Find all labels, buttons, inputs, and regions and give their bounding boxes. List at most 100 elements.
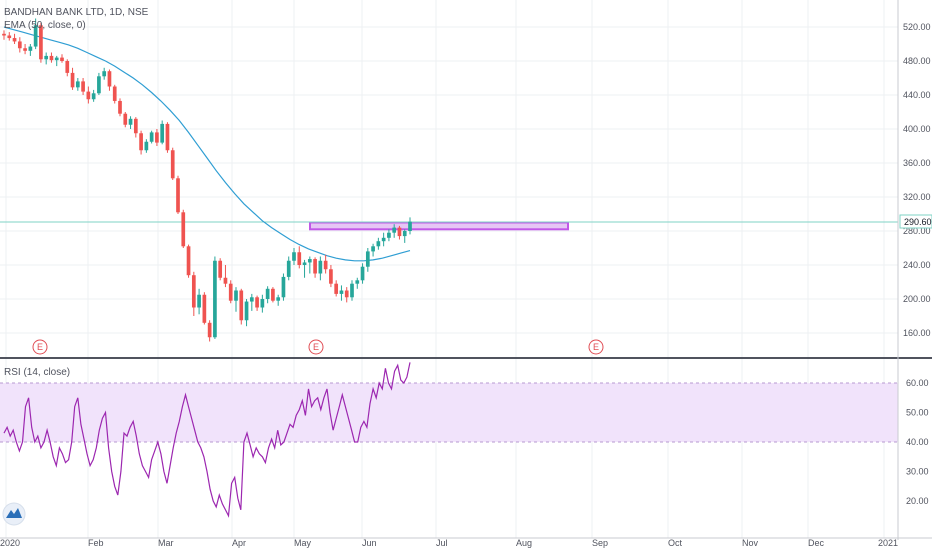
candle-body	[323, 260, 328, 270]
symbol-title[interactable]: BANDHAN BANK LTD, 1D, NSE	[4, 7, 149, 18]
time-tick-label: Jun	[362, 538, 377, 548]
candles[interactable]	[2, 18, 412, 342]
candle-body	[133, 118, 138, 134]
resistance-zone[interactable]	[309, 221, 569, 231]
tradingview-logo-icon[interactable]	[2, 502, 26, 526]
candle-body	[239, 290, 244, 321]
candle-body	[344, 290, 349, 298]
last-price-tag: 290.60	[899, 214, 932, 229]
candle-body	[102, 71, 107, 77]
rsi-axis[interactable]: 60.00 50.00 40.00 30.00 20.00	[906, 378, 929, 506]
last-price-tag-bg	[899, 214, 932, 229]
candle-body	[70, 72, 75, 88]
price-axis-background	[898, 0, 932, 550]
candle-body	[276, 297, 281, 301]
candle-body	[86, 91, 91, 100]
rsi-tick-label: 60.00	[906, 378, 929, 388]
candle-body	[160, 123, 165, 143]
last-price-value: 290.60	[904, 217, 932, 227]
candle-body	[234, 290, 238, 301]
candle-body	[365, 251, 370, 267]
candle-body	[128, 118, 133, 125]
candle-body	[81, 81, 85, 92]
candle-body	[329, 269, 333, 284]
candle-body	[197, 294, 201, 308]
rsi-legend[interactable]: RSI (14, close)	[4, 367, 70, 378]
ema-legend[interactable]: EMA (50, close, 0)	[4, 20, 86, 31]
time-tick-label: May	[294, 538, 312, 548]
candle-body	[60, 57, 64, 61]
candle-body	[313, 259, 317, 274]
candle-body	[355, 280, 360, 284]
candle-body	[54, 57, 59, 61]
candle-body	[297, 252, 302, 265]
price-tick-label: 360.00	[903, 158, 931, 168]
time-tick-label: Mar	[158, 538, 174, 548]
candle-body	[318, 260, 323, 274]
candle-body	[387, 232, 391, 238]
candle-body	[207, 322, 212, 338]
candle-body	[402, 231, 407, 237]
price-tick-label: 520.00	[903, 22, 931, 32]
candle-body	[376, 241, 381, 247]
candle-body	[144, 141, 149, 151]
candle-body	[139, 133, 143, 151]
candle-body	[23, 48, 27, 51]
price-tick-label: 160.00	[903, 328, 931, 338]
rsi-tick-label: 40.00	[906, 437, 929, 447]
time-axis[interactable]: 2020 Feb Mar Apr May Jun Jul Aug Sep Oct Nov Dec 202…	[0, 538, 898, 548]
candle-body	[118, 100, 122, 114]
candle-body	[228, 283, 233, 301]
candle-body	[149, 132, 154, 142]
price-axis[interactable]: 520.00 480.00 440.00 400.00 360.00 320.00 280.…	[903, 22, 931, 338]
price-tick-label: 280.00	[903, 226, 931, 236]
candle-body	[408, 221, 412, 231]
ema-line	[3, 26, 411, 262]
candle-body	[265, 288, 270, 299]
price-tick-label: 200.00	[903, 294, 931, 304]
candle-body	[334, 283, 339, 294]
price-tick-label: 400.00	[903, 124, 931, 134]
candle-body	[381, 237, 386, 242]
candle-body	[7, 35, 12, 39]
candle-body	[392, 227, 397, 233]
price-tick-label: 320.00	[903, 192, 931, 202]
rsi-band-fill	[0, 383, 898, 442]
time-tick-label: Oct	[668, 538, 683, 548]
candle-body	[350, 283, 354, 298]
time-tick-label: Feb	[88, 538, 104, 548]
candle-body	[244, 301, 249, 321]
candle-body	[165, 123, 170, 151]
candle-body	[49, 55, 54, 61]
time-tick-label: Aug	[516, 538, 532, 548]
candle-body	[191, 275, 196, 308]
earnings-marker-label: E	[313, 342, 319, 352]
price-tick-label: 240.00	[903, 260, 931, 270]
candle-body	[223, 277, 228, 284]
candle-body	[397, 227, 402, 237]
candle-body	[65, 61, 70, 73]
candle-body	[44, 55, 49, 60]
earnings-marker-0	[32, 339, 48, 355]
candle-body	[186, 246, 191, 276]
candle-body	[123, 113, 128, 125]
candle-body	[28, 46, 33, 51]
candle-body	[213, 260, 217, 338]
candle-body	[260, 299, 265, 308]
candle-body	[271, 288, 275, 301]
time-tick-label: 2021	[878, 538, 898, 548]
rsi-tick-label: 50.00	[906, 408, 929, 418]
rsi-tick-label: 20.00	[906, 496, 929, 506]
candle-body	[91, 93, 96, 100]
candle-body	[302, 262, 307, 265]
earnings-marker-2	[588, 339, 604, 355]
candle-body	[170, 150, 175, 179]
candle-body	[112, 86, 117, 101]
rsi-tick-label: 30.00	[906, 467, 929, 477]
candle-body	[339, 290, 344, 294]
earnings-marker-label: E	[593, 342, 599, 352]
time-tick-label: 2020	[0, 538, 20, 548]
